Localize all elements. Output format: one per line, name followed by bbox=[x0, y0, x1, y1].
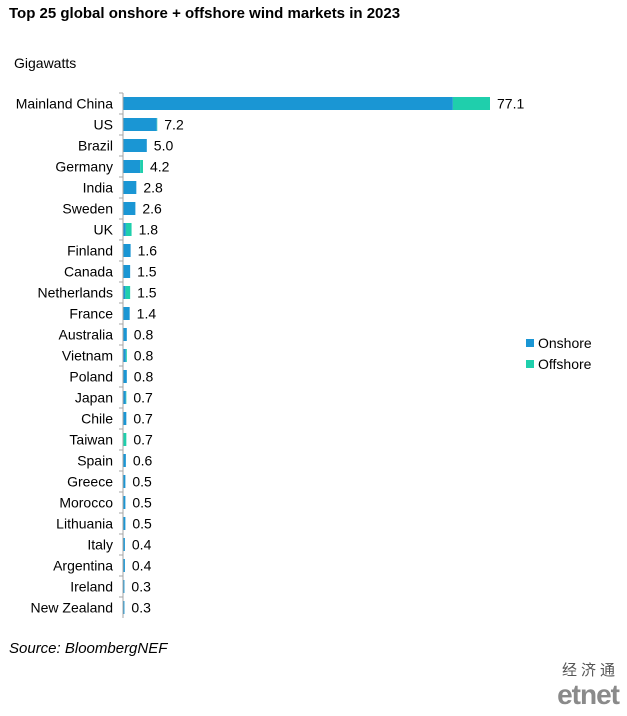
data-label-greece: 0.5 bbox=[132, 474, 152, 490]
bar-onshore-ireland bbox=[123, 580, 125, 593]
data-label-new-zealand: 0.3 bbox=[131, 600, 151, 616]
data-label-brazil: 5.0 bbox=[154, 138, 174, 154]
data-label-taiwan: 0.7 bbox=[133, 432, 153, 448]
data-label-mainland-china: 77.1 bbox=[497, 96, 524, 112]
category-label-finland: Finland bbox=[67, 243, 113, 259]
data-label-australia: 0.8 bbox=[134, 327, 154, 343]
category-label-argentina: Argentina bbox=[53, 558, 113, 574]
bar-offshore-uk bbox=[125, 223, 132, 236]
category-label-ireland: Ireland bbox=[70, 579, 113, 595]
category-label-japan: Japan bbox=[75, 390, 113, 406]
category-label-india: India bbox=[83, 180, 114, 196]
bar-onshore-canada bbox=[123, 265, 131, 278]
source-note: Source: BloombergNEF bbox=[9, 640, 168, 657]
data-label-us: 7.2 bbox=[164, 117, 184, 133]
bar-onshore-greece bbox=[123, 475, 126, 488]
data-label-germany: 4.2 bbox=[150, 159, 170, 175]
data-label-india: 2.8 bbox=[143, 180, 163, 196]
data-label-ireland: 0.3 bbox=[131, 579, 151, 595]
data-label-morocco: 0.5 bbox=[132, 495, 152, 511]
brand-chinese-name: 经济通 bbox=[561, 661, 619, 679]
bar-onshore-lithuania bbox=[123, 517, 126, 530]
category-label-italy: Italy bbox=[87, 537, 113, 553]
bar-offshore-mainland-china bbox=[452, 97, 490, 110]
bar-onshore-france bbox=[123, 307, 130, 320]
data-label-poland: 0.8 bbox=[134, 369, 154, 385]
category-label-greece: Greece bbox=[67, 474, 113, 490]
legend-label-onshore: Onshore bbox=[538, 334, 592, 351]
bar-offshore-taiwan bbox=[123, 433, 127, 446]
data-label-chile: 0.7 bbox=[133, 411, 153, 427]
y-axis-unit-label: Gigawatts bbox=[14, 55, 77, 71]
category-label-france: France bbox=[69, 306, 113, 322]
brand-logo-text: etnet bbox=[557, 679, 620, 710]
legend: Onshore Offshore bbox=[526, 332, 592, 374]
bar-onshore-australia bbox=[123, 328, 127, 341]
data-label-japan: 0.7 bbox=[133, 390, 153, 406]
bar-offshore-germany bbox=[140, 160, 143, 173]
bar-offshore-netherlands bbox=[125, 286, 131, 299]
bar-onshore-poland bbox=[123, 370, 127, 383]
data-label-lithuania: 0.5 bbox=[132, 516, 152, 532]
bar-onshore-netherlands bbox=[123, 286, 126, 299]
bar-onshore-morocco bbox=[123, 496, 126, 509]
bar-onshore-finland bbox=[123, 244, 131, 257]
category-label-poland: Poland bbox=[69, 369, 113, 385]
data-label-finland: 1.6 bbox=[138, 243, 158, 259]
legend-label-offshore: Offshore bbox=[538, 355, 592, 372]
category-label-brazil: Brazil bbox=[78, 138, 113, 154]
category-label-us: US bbox=[94, 117, 113, 133]
bar-onshore-italy bbox=[123, 538, 125, 551]
category-label-australia: Australia bbox=[59, 327, 114, 343]
legend-item-offshore: Offshore bbox=[526, 353, 592, 374]
data-label-netherlands: 1.5 bbox=[137, 285, 157, 301]
data-label-canada: 1.5 bbox=[137, 264, 157, 280]
category-label-uk: UK bbox=[94, 222, 114, 238]
bar-onshore-argentina bbox=[123, 559, 125, 572]
data-label-sweden: 2.6 bbox=[142, 201, 162, 217]
data-label-uk: 1.8 bbox=[139, 222, 159, 238]
data-label-argentina: 0.4 bbox=[132, 558, 152, 574]
category-label-new-zealand: New Zealand bbox=[31, 600, 114, 616]
legend-item-onshore: Onshore bbox=[526, 332, 592, 353]
bar-onshore-sweden bbox=[123, 202, 136, 215]
category-label-lithuania: Lithuania bbox=[56, 516, 113, 532]
bar-onshore-vietnam bbox=[123, 349, 126, 362]
bar-onshore-japan bbox=[123, 391, 126, 404]
category-label-sweden: Sweden bbox=[62, 201, 113, 217]
category-label-taiwan: Taiwan bbox=[69, 432, 113, 448]
bar-onshore-us bbox=[123, 118, 157, 131]
category-label-spain: Spain bbox=[77, 453, 113, 469]
bar-onshore-india bbox=[123, 181, 137, 194]
category-label-netherlands: Netherlands bbox=[38, 285, 114, 301]
bar-onshore-mainland-china bbox=[123, 97, 453, 110]
chart-title: Top 25 global onshore + offshore wind ma… bbox=[9, 5, 401, 22]
legend-swatch-onshore bbox=[526, 338, 534, 347]
etnet-logo: 经济通 etnet bbox=[557, 659, 620, 710]
bar-onshore-brazil bbox=[123, 139, 147, 152]
bar-onshore-new-zealand bbox=[123, 601, 125, 614]
category-label-canada: Canada bbox=[64, 264, 113, 280]
category-label-vietnam: Vietnam bbox=[62, 348, 113, 364]
bar-onshore-germany bbox=[123, 160, 141, 173]
bar-onshore-uk bbox=[123, 223, 126, 236]
data-label-france: 1.4 bbox=[137, 306, 157, 322]
bar-onshore-spain bbox=[123, 454, 126, 467]
legend-swatch-offshore bbox=[526, 359, 534, 368]
data-label-italy: 0.4 bbox=[132, 537, 152, 553]
bar-offshore-vietnam bbox=[125, 349, 127, 362]
data-label-vietnam: 0.8 bbox=[134, 348, 154, 364]
data-label-spain: 0.6 bbox=[133, 453, 153, 469]
category-label-mainland-china: Mainland China bbox=[16, 96, 113, 112]
category-label-chile: Chile bbox=[81, 411, 113, 427]
category-label-morocco: Morocco bbox=[59, 495, 113, 511]
bar-onshore-chile bbox=[123, 412, 127, 425]
category-label-germany: Germany bbox=[55, 159, 113, 175]
